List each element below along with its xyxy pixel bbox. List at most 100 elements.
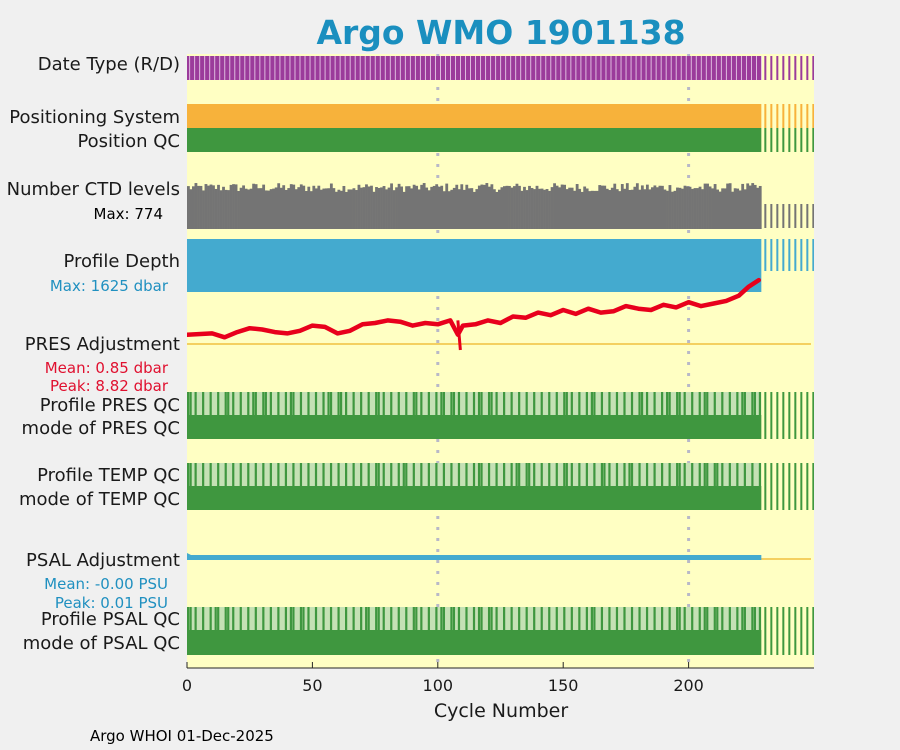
profile-temp-qc-future-stripe <box>788 463 791 486</box>
profile-temp-qc-stripe <box>653 463 656 486</box>
ctd-level-bar <box>402 191 406 229</box>
profile-temp-qc-stripe <box>608 463 611 486</box>
profile-psal-qc-stripe <box>299 607 303 630</box>
date-type-stripe <box>480 56 482 80</box>
ctd-level-bar <box>375 187 378 229</box>
date-type-stripe <box>635 56 637 80</box>
ctd-level-bar <box>334 191 338 229</box>
profile-pres-qc-stripe <box>277 392 280 415</box>
ctd-level-bar <box>462 189 466 229</box>
profile-psal-qc-stripe <box>322 607 325 630</box>
profile-pres-qc-stripe <box>640 392 644 415</box>
profile-psal-qc-stripe <box>450 607 453 630</box>
ctd-level-bar <box>751 183 755 229</box>
ctd-level-bar <box>693 188 697 229</box>
ctd-level-bar <box>242 185 245 229</box>
profile-temp-qc-stripe <box>202 463 205 486</box>
ctd-level-bar <box>420 184 424 229</box>
profile-psal-qc-stripe <box>224 607 227 630</box>
ctd-level-bar <box>545 189 549 229</box>
profile-psal-qc-stripe <box>415 607 418 630</box>
ctd-level-bar <box>513 186 516 229</box>
ctd-level-bar <box>497 189 501 229</box>
profile-pres-qc-stripe <box>623 392 626 415</box>
profile-psal-qc-future-stripe <box>764 607 767 630</box>
date-type-stripe <box>665 56 667 80</box>
profile-psal-qc-stripe <box>292 607 295 630</box>
mode-temp-qc-future-stripe <box>800 486 803 510</box>
profile-pres-qc-stripe <box>202 392 205 415</box>
date-type-future-stripe <box>800 56 803 80</box>
ctd-level-bar <box>756 187 760 229</box>
profile-pres-qc-stripe <box>600 392 604 415</box>
profile-temp-qc-stripe <box>360 463 363 486</box>
profile-psal-qc-stripe <box>209 607 212 630</box>
profile-pres-qc-stripe <box>457 392 461 415</box>
profile-pres-qc-future-stripe <box>806 392 809 415</box>
ctd-level-bar <box>289 184 293 229</box>
date-type-stripe <box>249 56 251 80</box>
ctd-level-bar <box>721 188 725 229</box>
ctd-level-bar <box>492 189 496 229</box>
ctd-level-bar <box>746 183 750 229</box>
date-type-stripe <box>309 56 311 80</box>
ctd-level-bar <box>620 184 624 229</box>
profile-temp-qc-stripe <box>691 463 694 486</box>
profile-pres-qc-stripe <box>472 392 476 415</box>
date-type-stripe <box>424 56 426 80</box>
ctd-level-bar <box>738 190 742 229</box>
profile-psal-qc-stripe <box>457 607 461 630</box>
date-type-stripe <box>495 56 497 80</box>
date-type-stripe <box>229 56 231 80</box>
ctd-level-bar <box>560 184 564 229</box>
date-type-stripe <box>374 56 376 80</box>
ctd-level-bar <box>753 184 757 229</box>
ctd-level-bar <box>550 187 554 229</box>
profile-pres-qc-stripe <box>452 392 456 415</box>
profile-pres-qc-stripe <box>415 392 418 415</box>
ctd-level-bar <box>437 186 441 229</box>
mode-psal-qc-future-stripe <box>782 630 785 655</box>
profile-psal-qc-stripe <box>683 607 686 630</box>
date-type-stripe <box>520 56 522 80</box>
ctd-level-bar <box>294 189 298 229</box>
profile-temp-qc-stripe <box>555 463 558 486</box>
profile-psal-qc-stripe <box>365 607 368 630</box>
profile-pres-qc-stripe <box>525 392 528 415</box>
profile-pres-qc-stripe <box>442 392 446 415</box>
profile-psal-qc-future-stripe <box>776 607 779 630</box>
date-type-stripe <box>344 56 346 80</box>
ctd-level-bar <box>299 184 303 229</box>
ctd-level-bar <box>307 186 311 229</box>
mode-psal-qc-bar <box>187 630 762 655</box>
ctd-level-bar <box>385 189 388 229</box>
ctd-level-bar <box>222 186 225 229</box>
profile-temp-qc-stripe <box>435 463 438 486</box>
row-label-mode-psal-qc: mode of PSAL QC <box>23 633 180 654</box>
profile-psal-qc-stripe <box>540 607 543 630</box>
ctd-level-bar <box>713 184 717 229</box>
ctd-level-bar <box>482 184 486 229</box>
ctd-level-bar <box>643 189 647 229</box>
ctd-level-bar <box>600 185 604 229</box>
profile-psal-qc-stripe <box>555 607 558 630</box>
mode-psal-qc-future-stripe <box>764 630 767 655</box>
date-type-stripe <box>364 56 366 80</box>
ctd-level-bar <box>204 184 208 229</box>
ctd-level-bar <box>658 185 662 229</box>
ctd-level-bar <box>585 188 589 229</box>
date-type-stripe <box>359 56 361 80</box>
ctd-level-bar <box>691 188 694 229</box>
profile-psal-qc-future-stripe <box>788 607 791 630</box>
date-type-stripe <box>279 56 281 80</box>
profile-temp-qc-stripe <box>628 463 631 486</box>
profile-pres-qc-stripe <box>284 392 288 415</box>
positioning-system-future-stripe <box>800 104 803 128</box>
profile-psal-qc-stripe <box>477 607 481 630</box>
mode-temp-qc-future-stripe <box>812 486 814 510</box>
profile-temp-qc-stripe <box>623 463 626 486</box>
date-type-stripe <box>710 56 712 80</box>
mode-pres-qc-future-stripe <box>764 415 767 439</box>
date-type-stripe <box>575 56 577 80</box>
profile-temp-qc-stripe <box>472 463 476 486</box>
